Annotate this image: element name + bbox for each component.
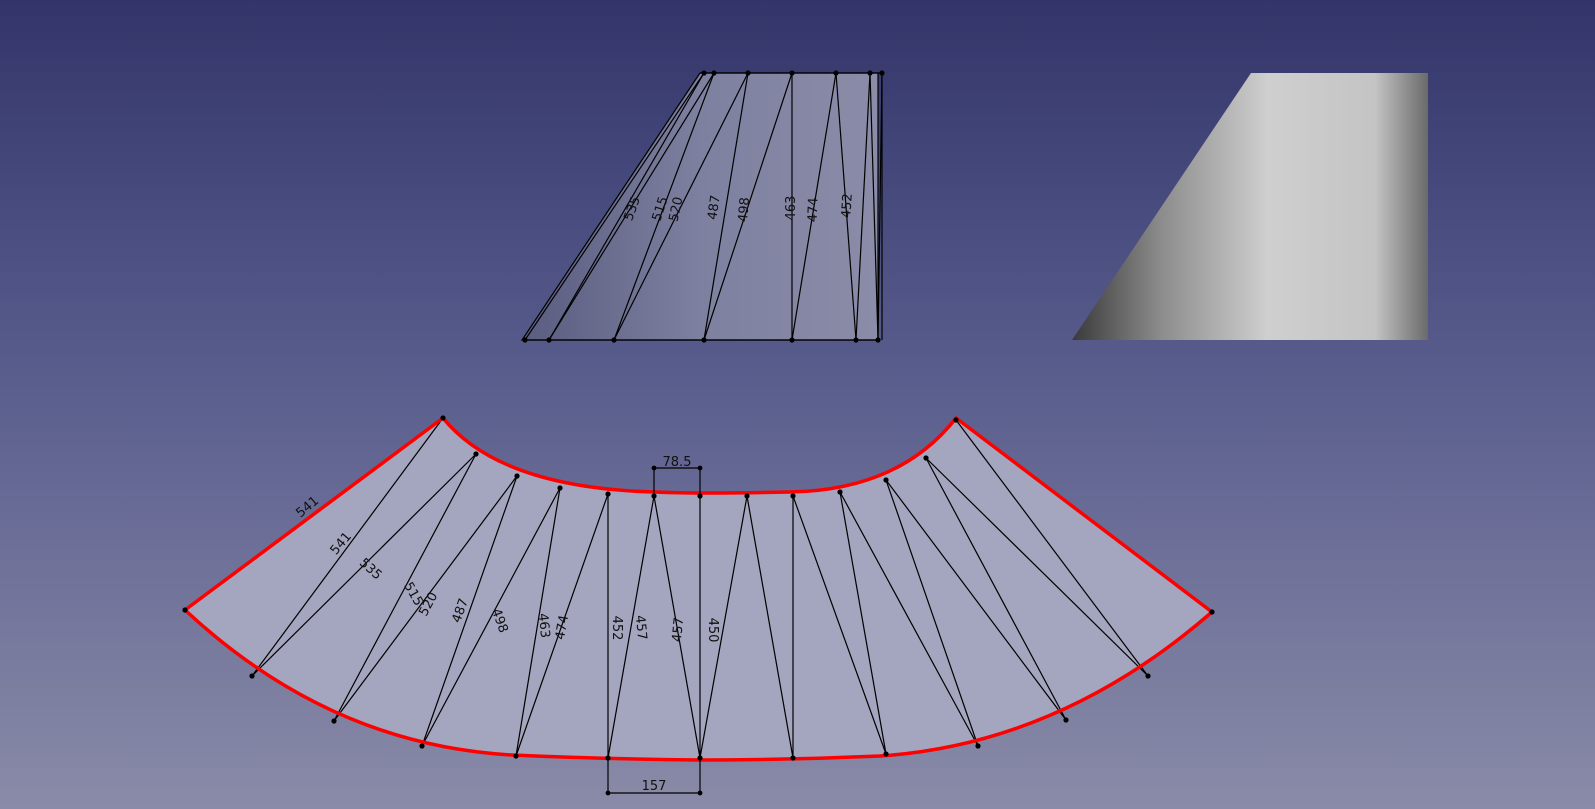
solid-face bbox=[1072, 73, 1428, 340]
unfolded-vertex bbox=[837, 489, 843, 495]
mesh-fold-lines bbox=[522, 72, 883, 341]
mesh-vertex bbox=[522, 337, 528, 343]
mesh-vertices bbox=[522, 70, 885, 343]
mesh-fold-line bbox=[703, 72, 793, 341]
unfolded-vertex bbox=[557, 485, 563, 491]
mesh-vertex bbox=[789, 337, 795, 343]
mesh-vertex bbox=[711, 70, 717, 76]
unfolded-fold-line bbox=[607, 495, 655, 759]
unfolded-fold-line bbox=[885, 479, 979, 747]
bottom-dimension[interactable]: 157 bbox=[605, 758, 703, 796]
unfolded-vertex bbox=[883, 751, 889, 757]
mesh-fold-line bbox=[791, 72, 837, 341]
mesh-fold-line bbox=[869, 72, 879, 341]
unfolded-vertex bbox=[605, 491, 611, 497]
mesh-vertex bbox=[546, 337, 552, 343]
unfolded-fold-line bbox=[421, 487, 561, 747]
unfolded-vertex bbox=[473, 451, 479, 457]
unfolded-vertex bbox=[1063, 717, 1069, 723]
mesh-dimension-label: 498 bbox=[736, 197, 753, 223]
unfolded-fold-line bbox=[885, 479, 1067, 721]
mesh-face bbox=[520, 72, 879, 341]
mesh-vertex bbox=[789, 70, 795, 76]
unfolded-vertex bbox=[953, 417, 959, 423]
unfolded-fold-line bbox=[333, 475, 518, 722]
unfolded-vertex bbox=[744, 493, 750, 499]
top-dimension[interactable]: 78.5 bbox=[651, 455, 703, 496]
mesh-vertex bbox=[701, 70, 707, 76]
mesh-fold-line bbox=[548, 72, 715, 341]
mesh-fold-line bbox=[855, 72, 871, 341]
mesh-vertex bbox=[701, 337, 707, 343]
mesh-vertex bbox=[875, 337, 881, 343]
mesh-vertex bbox=[867, 70, 873, 76]
unfolded-dimension-label: 457 bbox=[632, 615, 650, 641]
unfolded-dimension-label: 450 bbox=[705, 618, 720, 643]
mesh-dimension-label: 452 bbox=[839, 193, 856, 219]
unfolded-vertex bbox=[182, 607, 188, 613]
unfolded-fold-line bbox=[925, 457, 1149, 677]
unfolded-dimension-label: 474 bbox=[553, 614, 572, 641]
unfolded-fold-line bbox=[699, 495, 748, 759]
mesh-fold-line bbox=[703, 72, 749, 341]
unfolded-fold-line bbox=[251, 453, 477, 677]
unfolded-vertex bbox=[440, 415, 446, 421]
mesh-vertex bbox=[853, 337, 859, 343]
unfolded-fold-line bbox=[653, 495, 701, 759]
unfolded-fold-line bbox=[925, 457, 1067, 721]
unfolded-vertex bbox=[790, 755, 796, 761]
mesh-dimension-label: 515 bbox=[650, 195, 672, 223]
unfolded-dimension-label: 457 bbox=[670, 617, 688, 643]
mesh-vertex bbox=[833, 70, 839, 76]
unfolded-vertex bbox=[331, 718, 337, 724]
unfolded-vertex bbox=[923, 455, 929, 461]
unfolded-vertex bbox=[883, 477, 889, 483]
unfolded-fold-line bbox=[839, 491, 979, 747]
unfolded-fold-line bbox=[251, 417, 444, 677]
unfolded-fold-line bbox=[515, 487, 561, 757]
mesh-fold-line bbox=[548, 72, 705, 341]
unfolded-vertex bbox=[249, 673, 255, 679]
unfolded-vertex bbox=[419, 743, 425, 749]
top-dimension-label: 78.5 bbox=[663, 455, 692, 470]
solid-view[interactable] bbox=[1072, 73, 1428, 340]
mesh-dimension-label: 520 bbox=[667, 196, 687, 223]
mesh-dimension-label: 474 bbox=[806, 197, 822, 222]
mesh-dimension-label: 487 bbox=[705, 194, 723, 221]
unfolded-vertex bbox=[975, 743, 981, 749]
unfolded-vertex bbox=[514, 473, 520, 479]
mesh-fold-line bbox=[835, 72, 857, 341]
mesh-dimension-label: 463 bbox=[784, 196, 799, 221]
unfolded-fold-line bbox=[792, 495, 887, 755]
unfolded-dimension-label: 463 bbox=[535, 613, 553, 639]
unfolded-fold-line bbox=[746, 495, 794, 759]
unfolded-fold-line bbox=[333, 453, 477, 722]
mesh-fold-line bbox=[613, 72, 749, 341]
mesh-vertex bbox=[879, 70, 885, 76]
mesh-fold-line bbox=[613, 72, 715, 341]
unfolded-vertex bbox=[790, 493, 796, 499]
unfolded-fold-lines bbox=[251, 417, 1149, 759]
unfolded-vertex bbox=[1209, 609, 1215, 615]
unfolded-dimension-label: 452 bbox=[609, 616, 624, 641]
mesh-fold-line bbox=[524, 72, 705, 341]
unfolded-fold-line bbox=[421, 475, 518, 747]
unfolded-fold-line bbox=[839, 491, 887, 755]
mesh-fold-line bbox=[877, 72, 883, 341]
unfolded-face bbox=[185, 418, 1212, 760]
mesh-vertex bbox=[611, 337, 617, 343]
unfolded-fold-line bbox=[515, 493, 609, 757]
unfolded-vertex bbox=[1145, 673, 1151, 679]
unfolded-outline bbox=[183, 416, 1214, 762]
unfolded-fold-line bbox=[955, 419, 1149, 677]
unfolded-vertex bbox=[513, 753, 519, 759]
mesh-vertex bbox=[745, 70, 751, 76]
bottom-dimension-label: 157 bbox=[642, 779, 667, 794]
